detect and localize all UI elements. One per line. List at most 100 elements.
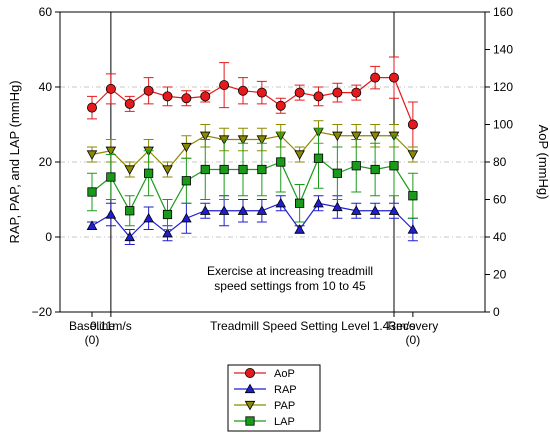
data-point xyxy=(350,205,362,215)
data-point xyxy=(294,224,305,234)
data-point xyxy=(199,131,211,142)
data-point xyxy=(162,209,173,220)
axes: 6040200−20160140120100806040200Baseline(… xyxy=(32,5,514,347)
y-left-tick-label: −20 xyxy=(32,305,53,319)
x-tick-label: Recovery xyxy=(388,319,439,333)
data-point xyxy=(105,146,117,157)
data-point xyxy=(351,161,361,171)
legend-label: LAP xyxy=(274,416,295,428)
y-right-tick-label: 120 xyxy=(493,80,513,94)
x-axis-label: Treadmill Speed Setting Level xyxy=(210,319,370,333)
data-point xyxy=(369,205,381,215)
gridlines xyxy=(60,86,485,238)
data-point xyxy=(219,80,230,91)
series-line xyxy=(91,77,414,125)
data-point xyxy=(181,93,192,104)
y-right-tick-label: 80 xyxy=(493,155,507,169)
data-point xyxy=(389,161,399,171)
data-point xyxy=(105,209,117,219)
y-right-tick-label: 160 xyxy=(493,5,513,19)
y-right-tick-label: 40 xyxy=(493,230,507,244)
series-line xyxy=(91,157,414,216)
y-right-tick-label: 20 xyxy=(493,268,507,282)
data-point xyxy=(257,164,267,175)
data-point xyxy=(144,168,154,178)
data-point xyxy=(313,153,324,163)
data-point xyxy=(200,164,210,175)
legend-marker xyxy=(244,367,255,378)
data-point xyxy=(350,131,362,142)
data-point xyxy=(332,201,343,212)
series-layer xyxy=(86,56,419,245)
legend: AoP RAP PAP LAP xyxy=(227,364,321,432)
series-aop xyxy=(87,56,418,148)
data-point xyxy=(237,85,248,96)
series-line xyxy=(91,131,414,171)
data-point xyxy=(295,198,305,208)
data-point xyxy=(276,157,286,167)
data-point xyxy=(143,212,154,223)
data-point xyxy=(87,187,97,197)
data-point xyxy=(294,87,305,98)
data-point xyxy=(105,83,116,94)
data-point xyxy=(87,102,98,113)
data-point xyxy=(237,135,249,145)
legend-box xyxy=(227,364,321,432)
data-point xyxy=(124,165,136,175)
data-point xyxy=(162,165,173,175)
y-axis-right-label: AoP (mmHg) xyxy=(536,125,550,200)
y-right-tick-label: 140 xyxy=(493,43,513,57)
data-point xyxy=(275,100,286,111)
data-point xyxy=(370,164,380,175)
y-right-tick-label: 60 xyxy=(493,193,507,207)
data-point xyxy=(199,205,211,215)
data-point xyxy=(351,87,362,98)
data-point xyxy=(125,206,135,216)
series-line xyxy=(91,202,414,238)
y-left-tick-label: 20 xyxy=(39,155,53,169)
data-point xyxy=(200,91,211,102)
x-tick-label: (0) xyxy=(406,333,421,347)
data-point xyxy=(143,85,154,96)
x-tick-label: (0) xyxy=(85,333,100,347)
series-lap xyxy=(87,127,418,230)
data-point xyxy=(332,87,343,98)
data-point xyxy=(332,168,342,178)
data-point xyxy=(407,224,419,234)
data-point xyxy=(218,205,230,215)
data-point xyxy=(332,131,343,142)
legend-marker xyxy=(244,383,256,394)
data-point xyxy=(369,131,381,142)
data-point xyxy=(86,150,98,160)
data-point xyxy=(219,164,229,175)
x-tick-label: 1.43m/s xyxy=(373,319,416,333)
data-point xyxy=(106,172,116,182)
annotation-line-1: Exercise at increasing treadmill xyxy=(207,264,373,278)
data-point xyxy=(181,212,192,223)
data-point xyxy=(162,227,173,238)
y-left-tick-label: 0 xyxy=(45,230,52,244)
data-point xyxy=(181,176,191,186)
y-right-tick-label: 0 xyxy=(493,305,500,319)
x-tick-label: Baseline xyxy=(69,319,115,333)
data-point xyxy=(407,119,418,130)
data-point xyxy=(162,91,173,102)
data-point xyxy=(407,150,419,160)
data-point xyxy=(238,164,248,175)
y-right-tick-label: 100 xyxy=(493,118,513,132)
data-point xyxy=(256,205,268,215)
data-point xyxy=(86,220,98,230)
legend-marker xyxy=(244,400,256,411)
y-left-tick-label: 60 xyxy=(39,5,53,19)
data-point xyxy=(124,231,136,242)
data-point xyxy=(313,91,324,102)
data-point xyxy=(294,150,305,160)
annotation-line-2: speed settings from 10 to 45 xyxy=(214,279,366,293)
y-left-tick-label: 40 xyxy=(39,80,53,94)
data-point xyxy=(388,72,399,83)
data-point xyxy=(275,197,287,208)
legend-label: AoP xyxy=(274,368,295,380)
data-point xyxy=(313,197,324,208)
data-point xyxy=(237,205,249,215)
